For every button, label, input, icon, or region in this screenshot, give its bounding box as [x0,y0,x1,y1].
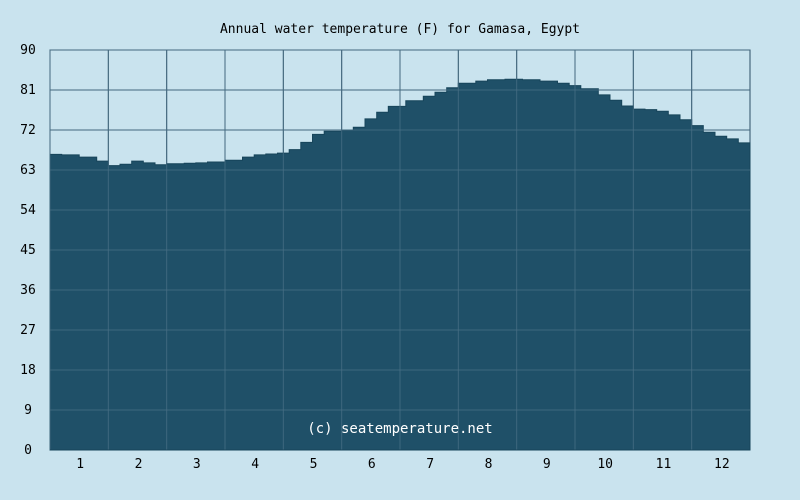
y-tick-label: 27 [20,323,36,338]
y-tick-label: 9 [24,403,32,418]
y-tick-label: 36 [20,283,36,298]
x-tick-label: 12 [714,457,730,472]
x-tick-label: 1 [76,457,84,472]
credit-text: (c) seatemperature.net [307,421,492,437]
x-tick-label: 5 [310,457,318,472]
x-tick-label: 9 [543,457,551,472]
y-tick-label: 18 [20,363,36,378]
chart-title: Annual water temperature (F) for Gamasa,… [220,22,580,37]
y-tick-label: 63 [20,163,36,178]
x-tick-label: 7 [426,457,434,472]
y-tick-label: 81 [20,83,36,98]
y-tick-label: 45 [20,243,36,258]
y-tick-label: 54 [20,203,36,218]
x-tick-label: 11 [656,457,672,472]
x-tick-label: 2 [135,457,143,472]
x-tick-label: 6 [368,457,376,472]
x-tick-label: 8 [485,457,493,472]
x-tick-label: 3 [193,457,201,472]
overlay-grid-layer [49,49,750,451]
x-tick-label: 10 [597,457,613,472]
y-tick-label: 72 [20,123,36,138]
y-tick-label: 0 [24,443,32,458]
y-tick-label: 90 [20,43,36,58]
x-tick-label: 4 [251,457,259,472]
